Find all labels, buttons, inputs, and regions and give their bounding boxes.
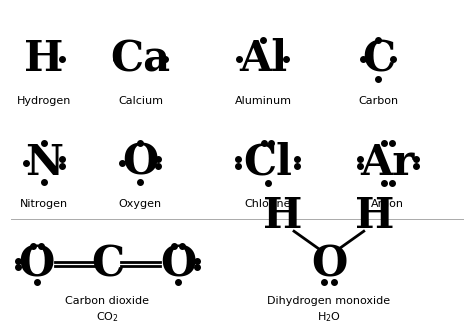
Text: O: O	[18, 243, 55, 285]
Text: Cl: Cl	[243, 142, 292, 183]
Text: H: H	[356, 195, 395, 237]
Text: N: N	[25, 142, 63, 183]
Text: O: O	[311, 243, 347, 285]
Text: Chlorine: Chlorine	[245, 199, 291, 210]
Text: Oxygen: Oxygen	[119, 199, 162, 210]
Text: O: O	[160, 243, 196, 285]
Text: O: O	[122, 142, 158, 183]
Text: C: C	[362, 38, 395, 80]
Text: Calcium: Calcium	[118, 96, 163, 106]
Text: Carbon: Carbon	[358, 96, 399, 106]
Text: Argon: Argon	[371, 199, 404, 210]
Text: Nitrogen: Nitrogen	[20, 199, 68, 210]
Text: H: H	[263, 195, 302, 237]
Text: Ar: Ar	[361, 142, 415, 183]
Text: Hydrogen: Hydrogen	[17, 96, 71, 106]
Text: Ca: Ca	[110, 38, 171, 80]
Text: C: C	[91, 243, 124, 285]
Text: H$_2$O: H$_2$O	[317, 310, 341, 324]
Text: Carbon dioxide: Carbon dioxide	[65, 296, 149, 306]
Text: Dihydrogen monoxide: Dihydrogen monoxide	[267, 296, 391, 306]
Text: Al: Al	[239, 38, 287, 80]
Text: H: H	[24, 38, 64, 80]
Text: Aluminum: Aluminum	[235, 96, 292, 106]
Text: CO$_2$: CO$_2$	[96, 310, 119, 324]
